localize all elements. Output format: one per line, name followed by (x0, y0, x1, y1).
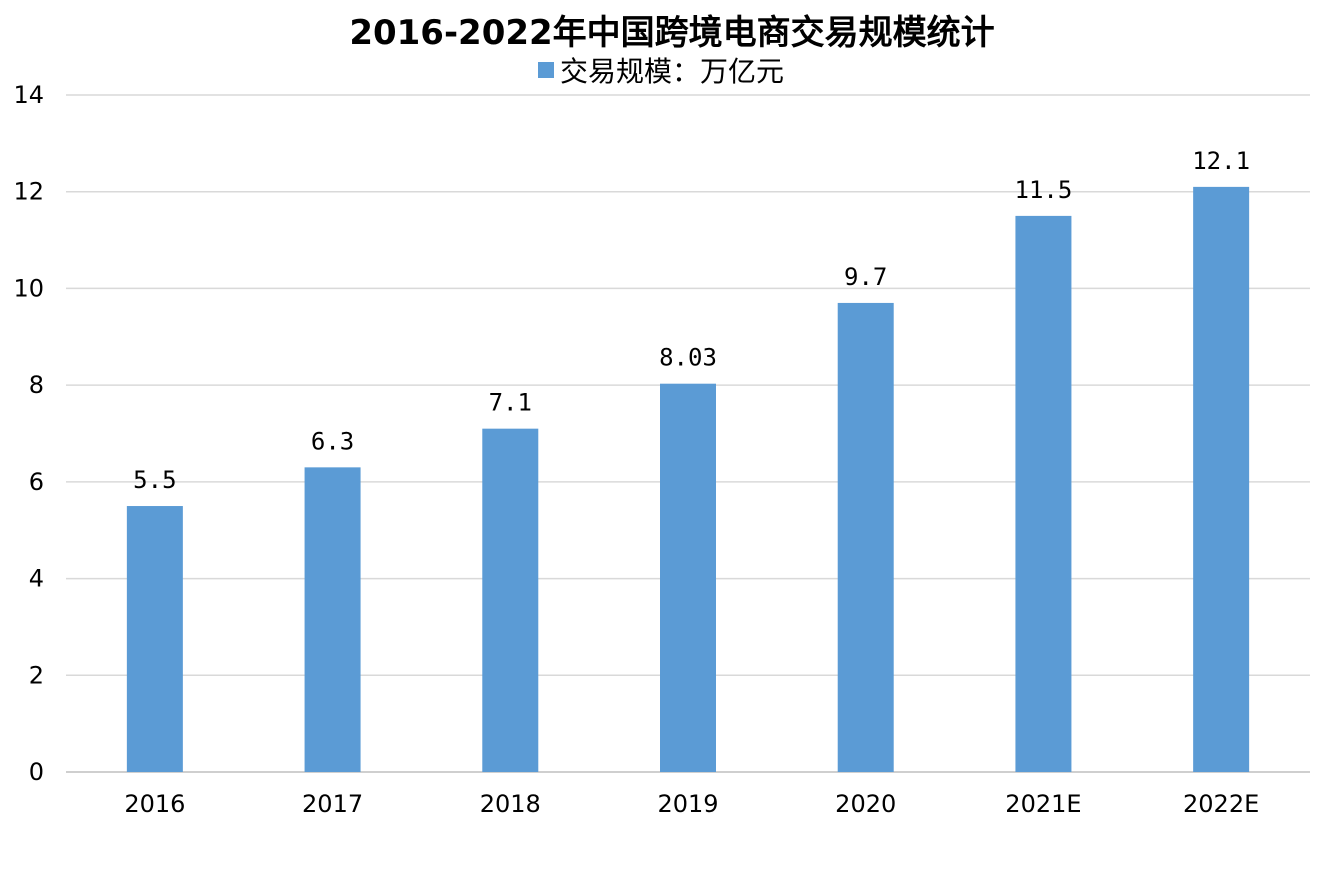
y-tick-label: 8 (29, 371, 44, 399)
y-tick-label: 0 (29, 758, 44, 786)
x-tick-label: 2020 (835, 790, 896, 818)
y-tick-label: 10 (13, 274, 44, 302)
legend: 交易规模：万亿元 (538, 55, 784, 88)
bar-2021E (1015, 215, 1072, 773)
y-tick-label: 2 (29, 661, 44, 689)
data-label-2020: 9.7 (844, 263, 887, 291)
data-label-2021E: 11.5 (1015, 176, 1073, 204)
bars (126, 186, 1250, 773)
legend-label: 交易规模：万亿元 (560, 55, 784, 88)
y-tick-label: 4 (29, 565, 44, 593)
x-tick-label: 2021E (1005, 790, 1081, 818)
y-tick-label: 12 (13, 178, 44, 206)
data-label-2016: 5.5 (133, 466, 176, 494)
bar-2022E (1193, 186, 1250, 773)
data-label-2019: 8.03 (659, 344, 717, 372)
data-label-2017: 6.3 (311, 427, 354, 455)
bar-2019 (660, 383, 716, 772)
data-labels: 5.5 6.3 7.1 8.03 9.7 11.5 12.1 (133, 147, 1250, 494)
x-tick-label: 2016 (124, 790, 185, 818)
bar-2017 (304, 467, 361, 772)
chart-title: 2016-2022年中国跨境电商交易规模统计 (349, 13, 994, 53)
bar-2018 (482, 428, 539, 772)
legend-swatch (538, 62, 554, 78)
data-label-2022E: 12.1 (1192, 147, 1250, 175)
bar-2020 (837, 302, 894, 772)
bar-2016 (126, 506, 183, 772)
data-label-2018: 7.1 (489, 389, 532, 417)
x-tick-label: 2019 (657, 790, 718, 818)
y-tick-label: 14 (13, 81, 44, 109)
y-tick-label: 6 (29, 468, 44, 496)
x-tick-label: 2017 (302, 790, 363, 818)
y-axis-ticks: 0 2 4 6 8 10 12 14 (13, 81, 44, 786)
x-tick-label: 2018 (480, 790, 541, 818)
x-axis-ticks: 2016 2017 2018 2019 2020 2021E 2022E (124, 790, 1259, 818)
x-tick-label: 2022E (1183, 790, 1259, 818)
